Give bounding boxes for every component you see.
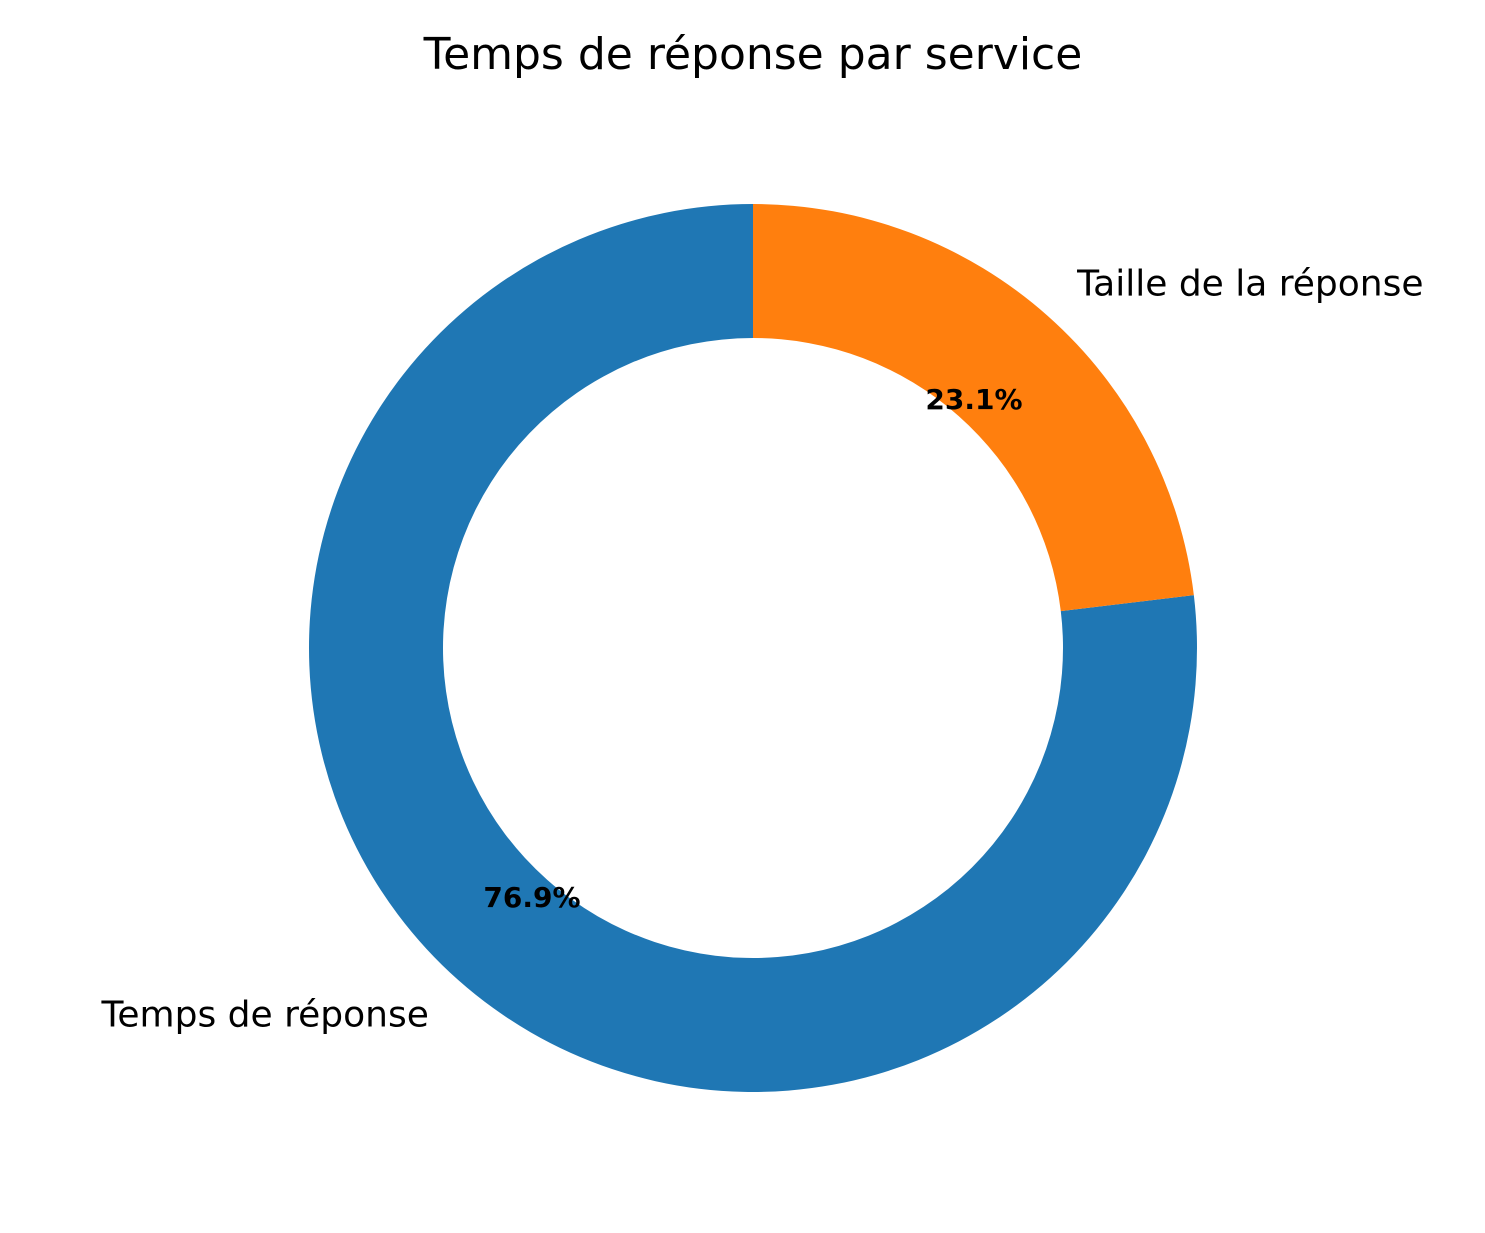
slice-label: Taille de la réponse	[1076, 264, 1423, 305]
slice-temps-de-réponse	[308, 204, 1197, 1092]
slice-percent-label: 76.9%	[483, 881, 580, 914]
slice-taille-de-la-réponse	[753, 204, 1194, 612]
labels-group: Temps de réponse 76.9% Taille de la répons…	[101, 264, 1424, 1036]
chart-title: Temps de réponse par service	[423, 29, 1083, 80]
slices-group	[308, 204, 1197, 1092]
slice-percent-label: 23.1%	[925, 383, 1022, 416]
slice-label: Temps de réponse	[101, 994, 429, 1035]
